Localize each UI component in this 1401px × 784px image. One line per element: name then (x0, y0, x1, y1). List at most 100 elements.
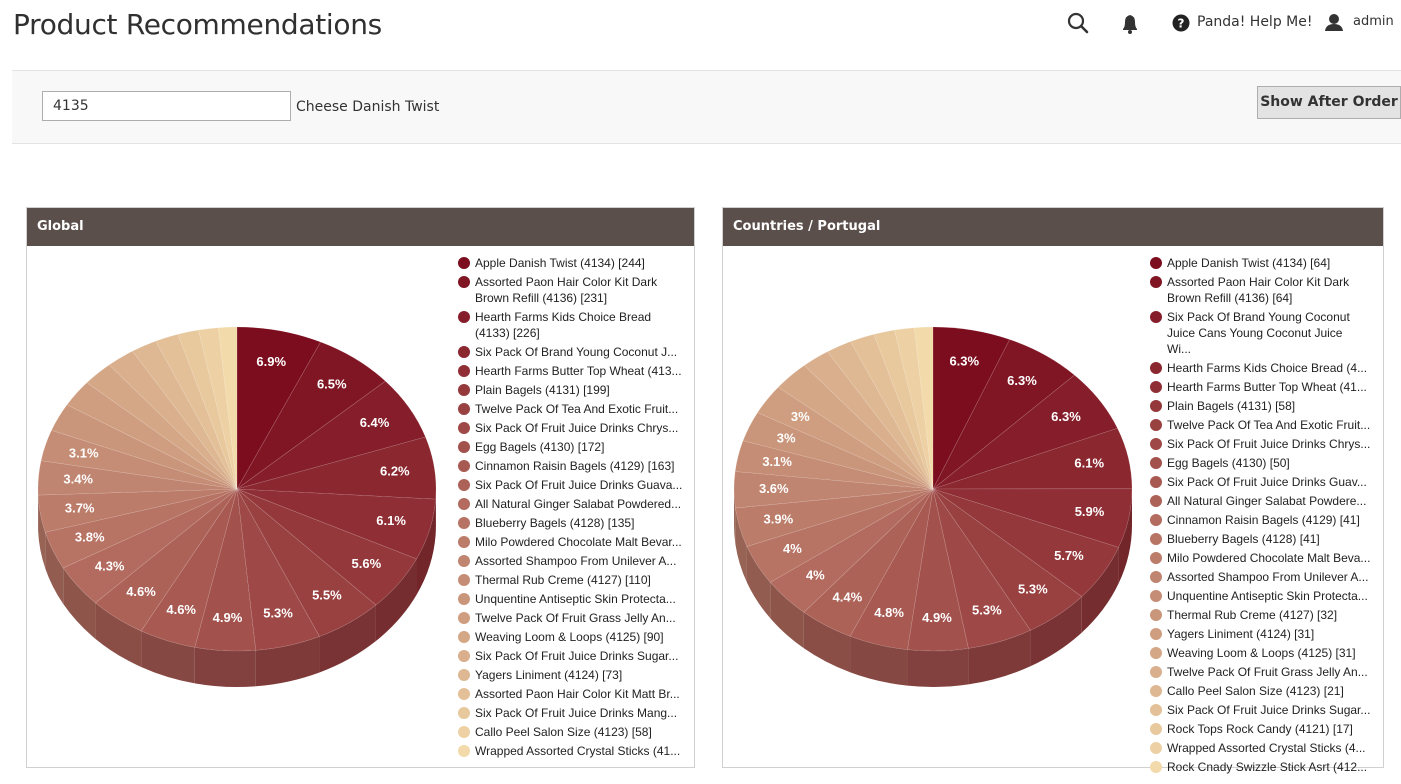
slice-label: 4% (783, 541, 802, 556)
legend-swatch (1150, 647, 1162, 659)
legend-swatch (458, 745, 470, 757)
toolbar: 4135 Cheese Danish Twist Show After Orde… (12, 70, 1401, 144)
pie-slice (932, 488, 1083, 631)
legend-swatch (458, 650, 470, 662)
legend-swatch (458, 479, 470, 491)
pie-slice (742, 412, 934, 490)
pie-chart: 6.9% 6.5% 6.4% 6.2% 6.1% 5.6% 5.5% 5.3% 4.9% 4.6%… (37, 326, 437, 688)
pie-slice (44, 488, 238, 569)
notifications-icon[interactable] (1123, 15, 1137, 34)
slice-label: 3.8% (75, 530, 105, 545)
legend-label: Cinnamon Raisin Bagels (4129) [163] (475, 459, 675, 473)
legend-swatch (458, 726, 470, 738)
legend-swatch (458, 593, 470, 605)
pie-slice-side (1030, 596, 1082, 667)
slice-label: 3% (777, 430, 796, 445)
help-link[interactable]: Panda! Help Me! (1197, 14, 1313, 30)
search-icon[interactable] (1067, 12, 1089, 34)
pie-slice (932, 339, 1075, 490)
user-icon[interactable] (1325, 14, 1360, 31)
legend-item: Six Pack Of Fruit Juice Drinks Guava... (458, 477, 682, 493)
legend-swatch (1150, 257, 1162, 269)
slice-label: 5.5% (312, 587, 342, 602)
product-id-input[interactable]: 4135 (42, 91, 291, 121)
legend-swatch (458, 536, 470, 548)
slice-label: 6.3% (1051, 409, 1081, 424)
slice-label: 3.4% (63, 471, 93, 486)
legend-item: Thermal Rub Creme (4127) [110] (458, 572, 682, 588)
page-title: Product Recommendations (13, 8, 382, 41)
legend-item: Weaving Loom & Loops (4125) [31] (1150, 645, 1370, 661)
legend-label: All Natural Ginger Salabat Powdere... (1167, 494, 1367, 508)
legend-item: Plain Bagels (4131) [58] (1150, 398, 1370, 414)
legend-label: Assorted Shampoo From Unilever A... (475, 554, 677, 568)
legend-swatch (458, 384, 470, 396)
legend-item: Hearth Farms Kids Choice Bread (4... (1150, 360, 1370, 376)
legend-swatch (458, 460, 470, 472)
legend-swatch (1150, 419, 1162, 431)
slice-label: 6.3% (949, 353, 979, 368)
legend-swatch (1150, 685, 1162, 697)
slice-label: 3.7% (65, 500, 95, 515)
legend-label: Six Pack Of Fruit Juice Drinks Chrys... (1167, 437, 1371, 451)
pie-slice-side (63, 567, 96, 639)
pie-slice-side (734, 489, 736, 545)
chart-panel: Global 6.9% 6.5% 6.4% 6.2% 6.1% 5.6% 5.5% 5.3% 4… (26, 207, 695, 768)
legend-swatch (1150, 311, 1162, 323)
pie-slice (932, 374, 1118, 490)
show-after-order-button[interactable]: Show After Order (1257, 86, 1401, 119)
pie-slice-side (45, 532, 64, 604)
legend-swatch (1150, 552, 1162, 564)
legend-swatch (1150, 628, 1162, 640)
legend-item: Assorted Shampoo From Unilever A... (458, 553, 682, 569)
pie-slice-side (194, 647, 256, 688)
legend-swatch (458, 688, 470, 700)
pie-slice (198, 327, 238, 490)
legend-label: Milo Powdered Chocolate Malt Bevar... (475, 535, 682, 549)
legend-label: Blueberry Bagels (4128) [41] (1167, 532, 1320, 546)
pie-slice (236, 436, 437, 500)
legend-item: Cinnamon Raisin Bagels (4129) [41] (1150, 512, 1370, 528)
legend-label: Six Pack Of Fruit Juice Drinks Sugar... (1167, 703, 1371, 717)
slice-label: 4% (806, 568, 825, 583)
legend-item: Hearth Farms Kids Choice Bread (4133) [2… (458, 309, 675, 341)
slice-label: 5.3% (1018, 581, 1048, 596)
legend-item: Assorted Paon Hair Color Kit Dark Brown … (1150, 274, 1367, 306)
legend-label: Hearth Farms Kids Choice Bread (4133) [2… (475, 310, 652, 340)
legend: Apple Danish Twist (4134) [244] Assorted … (458, 255, 682, 762)
legend-swatch (1150, 381, 1162, 393)
legend-item: Assorted Paon Hair Color Kit Matt Br... (458, 686, 682, 702)
legend-item: Assorted Shampoo From Unilever A... (1150, 569, 1370, 585)
user-menu[interactable]: admin (1353, 14, 1394, 29)
pie-slice (913, 326, 934, 490)
pie-slice (932, 488, 1031, 649)
legend-item: Egg Bagels (4130) [172] (458, 439, 682, 455)
pie-slice-side (746, 546, 771, 619)
legend-label: Egg Bagels (4130) [172] (475, 440, 605, 454)
legend-label: Twelve Pack Of Tea And Exotic Fruit... (475, 402, 679, 416)
pie-slice (769, 488, 934, 613)
legend-swatch (458, 441, 470, 453)
legend-item: Callo Peel Salon Size (4123) [21] (1150, 683, 1370, 699)
slice-label: 6.4% (360, 415, 390, 430)
legend-label: Plain Bagels (4131) [199] (475, 383, 610, 397)
slice-label: 5.3% (972, 602, 1002, 617)
pie-slice (932, 326, 1011, 490)
legend-label: Rock Tops Rock Candy (4121) [17] (1167, 722, 1353, 736)
legend-swatch (458, 574, 470, 586)
pie-slice (236, 326, 322, 491)
pie-slice (777, 365, 934, 490)
legend-item: Six Pack Of Fruit Juice Drinks Guav... (1150, 474, 1370, 490)
help-icon[interactable]: ? (1172, 14, 1190, 32)
legend-item: Hearth Farms Butter Top Wheat (413... (458, 363, 682, 379)
pie-slice (236, 380, 426, 490)
legend-label: Weaving Loom & Loops (4125) [90] (475, 630, 664, 644)
pie-slice (827, 341, 934, 490)
pie-slice (236, 341, 386, 490)
pie-slice (86, 364, 238, 490)
pie-slice (236, 488, 436, 560)
pie-slice (155, 333, 238, 490)
slice-label: 4.9% (213, 610, 243, 625)
legend-swatch (458, 498, 470, 510)
legend-swatch (458, 707, 470, 719)
